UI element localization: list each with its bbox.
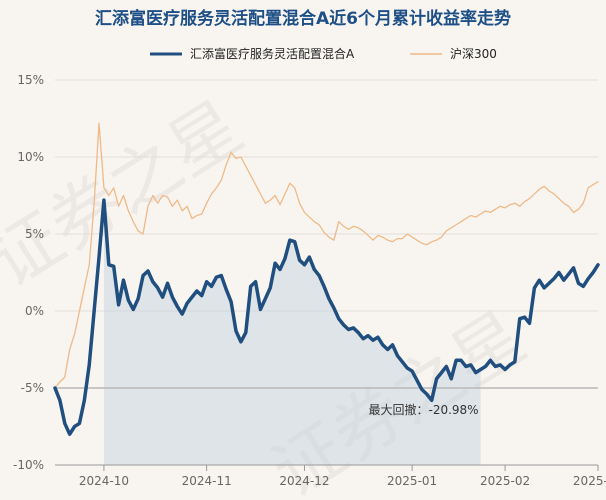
- y-tick-label: 15%: [17, 73, 44, 87]
- watermark-text-1: 证券之星: [0, 85, 256, 303]
- x-tick-label: 2024-11: [182, 474, 232, 488]
- series-line-fund: [53, 198, 600, 436]
- x-tick-label: 2025-02: [480, 474, 530, 488]
- x-tick-label: 2025-01: [387, 474, 437, 488]
- max-drawdown-label: 最大回撤：-20.98%: [369, 402, 479, 417]
- y-tick-label: -10%: [13, 458, 44, 472]
- y-tick-label: 0%: [25, 304, 44, 318]
- legend-item-hs300: 沪深300: [410, 47, 497, 61]
- series-line-hs300: [54, 122, 599, 389]
- drawdown-fill: [103, 200, 481, 465]
- x-tick-label: 2024-12: [279, 474, 329, 488]
- y-tick-label: -5%: [21, 381, 44, 395]
- legend: 汇添富医疗服务灵活配置混合A 沪深300: [150, 46, 497, 61]
- chart-title: 汇添富医疗服务灵活配置混合A近6个月累计收益率走势: [95, 8, 511, 29]
- legend-item-fund: 汇添富医疗服务灵活配置混合A: [150, 46, 355, 61]
- x-tick-label: 2025-03: [573, 474, 606, 488]
- legend-label-hs300: 沪深300: [450, 47, 497, 61]
- y-tick-label: 5%: [25, 227, 44, 241]
- y-tick-label: 10%: [17, 150, 44, 164]
- legend-label-fund: 汇添富医疗服务灵活配置混合A: [190, 46, 355, 61]
- x-tick-label: 2024-10: [79, 474, 129, 488]
- x-axis: 2024-10 2024-11 2024-12 2025-01 2025-02 2025-…: [55, 464, 606, 488]
- series-layer: [53, 122, 600, 436]
- max-drawdown-region: [55, 200, 598, 465]
